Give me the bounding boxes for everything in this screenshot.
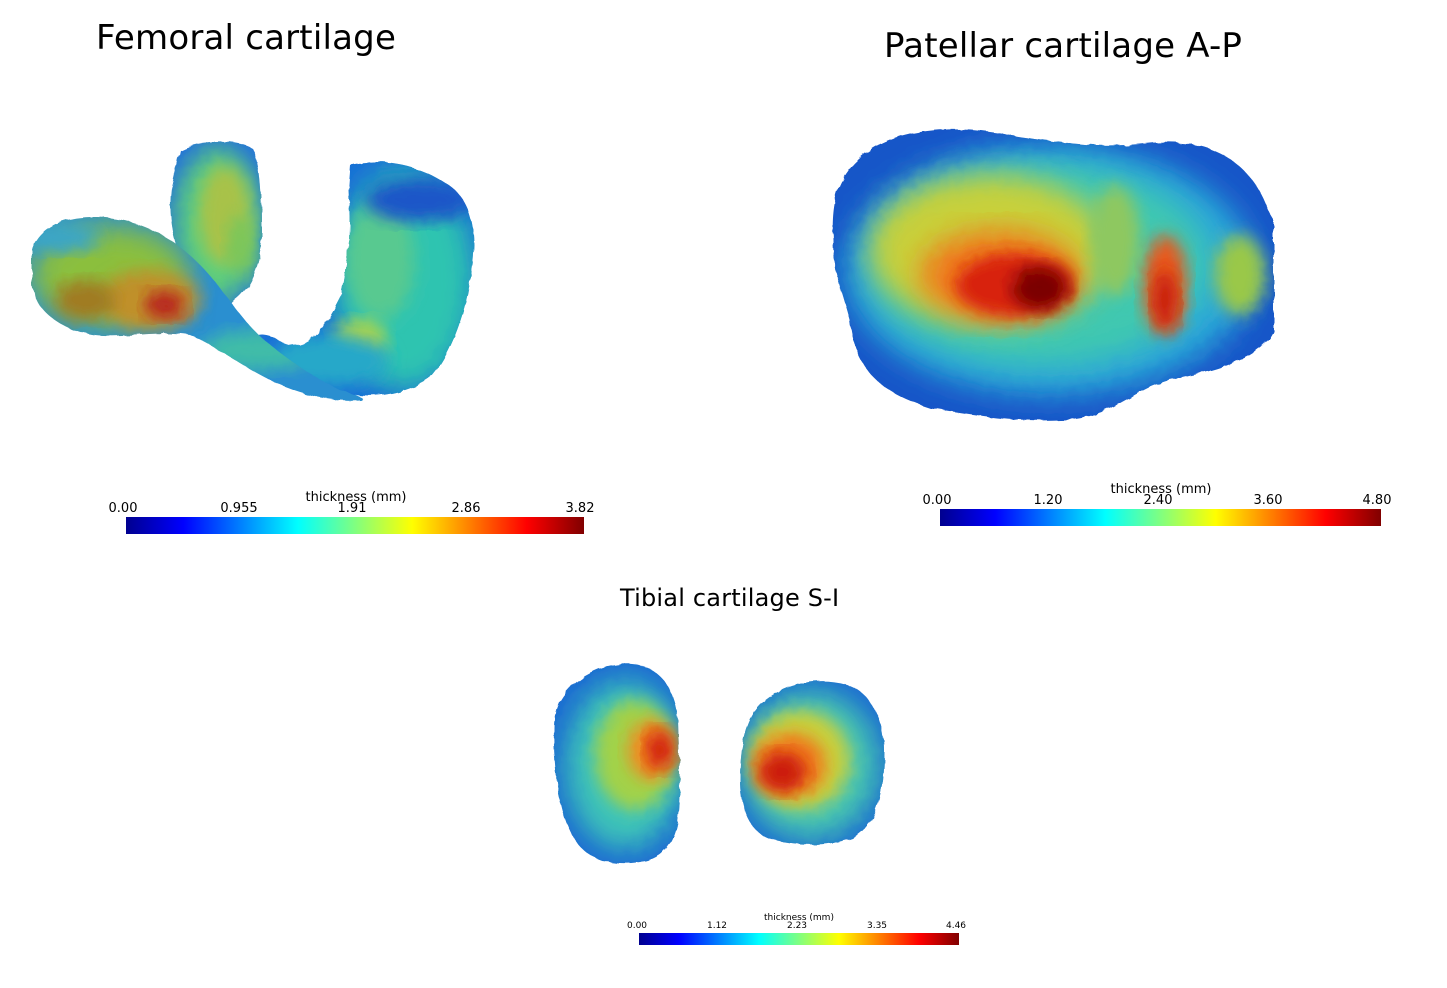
- patellar-tick-4: 4.80: [1362, 493, 1392, 508]
- femoral-colorbar-gradient: [126, 517, 584, 534]
- femoral-cartilage-model: [32, 141, 474, 401]
- femoral-tick-3: 2.86: [451, 501, 481, 516]
- patellar-colorbar-gradient: [940, 509, 1381, 526]
- tibial-tick-3: 3.35: [866, 921, 888, 931]
- patellar-tick-0: 0.00: [922, 493, 952, 508]
- femoral-title: Femoral cartilage: [96, 18, 397, 58]
- patellar-cartilage-model: [832, 129, 1274, 421]
- patellar-tick-3: 3.60: [1253, 493, 1283, 508]
- tibial-tick-4: 4.46: [945, 921, 967, 931]
- tibial-colorbar-gradient: [639, 933, 959, 945]
- femoral-tick-0: 0.00: [108, 501, 138, 516]
- femoral-tick-2: 1.91: [337, 501, 367, 516]
- femoral-colorbar-label: thickness (mm): [305, 490, 407, 505]
- patellar-tick-1: 1.20: [1033, 493, 1063, 508]
- patellar-title: Patellar cartilage A-P: [884, 26, 1243, 66]
- femoral-tick-1: 0.955: [220, 501, 258, 516]
- femoral-tick-4: 3.82: [565, 501, 595, 516]
- tibial-title: Tibial cartilage S-I: [620, 584, 840, 612]
- tibial-tick-1: 1.12: [706, 921, 728, 931]
- tibial-cartilage-model: [553, 663, 884, 864]
- patellar-tick-2: 2.40: [1143, 493, 1173, 508]
- tibial-colorbar-label: thickness (mm): [764, 913, 834, 923]
- tibial-tick-0: 0.00: [626, 921, 648, 931]
- tibial-tick-2: 2.23: [786, 921, 808, 931]
- patellar-colorbar-label: thickness (mm): [1110, 482, 1212, 497]
